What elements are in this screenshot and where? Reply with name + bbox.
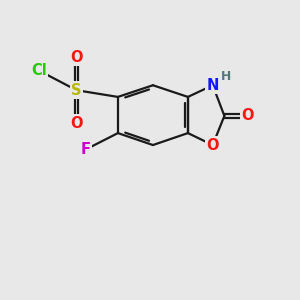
Text: S: S <box>71 83 82 98</box>
Text: O: O <box>206 137 219 152</box>
Text: H: H <box>220 70 231 83</box>
Text: O: O <box>70 50 83 65</box>
Text: F: F <box>81 142 91 157</box>
Text: N: N <box>206 78 219 93</box>
Text: O: O <box>242 108 254 123</box>
Text: Cl: Cl <box>31 63 47 78</box>
Text: O: O <box>70 116 83 131</box>
